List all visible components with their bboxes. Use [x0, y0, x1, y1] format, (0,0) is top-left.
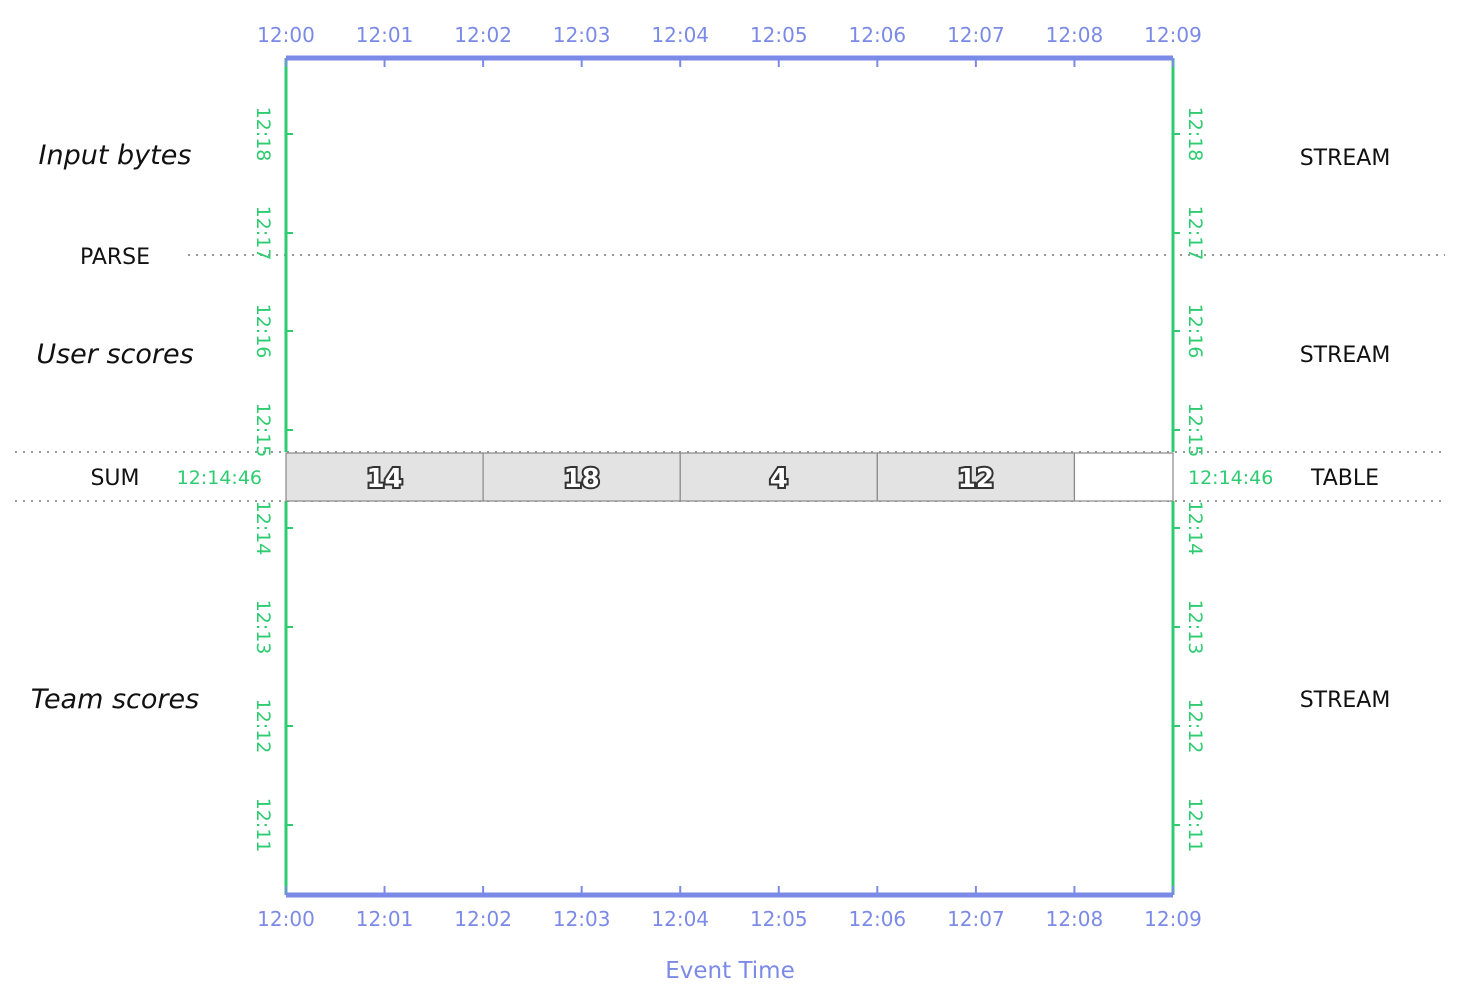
current-processing-time-right: 12:14:46: [1188, 467, 1273, 489]
top-event-time-axis: 12:00 12:01 12:02 12:03 12:04 12:05 12:06 12:07…: [257, 23, 1202, 67]
current-processing-time-left: 12:14:46: [177, 467, 262, 489]
right-processing-time-label: 12:13: [1184, 600, 1206, 655]
left-processing-time-label: 12:14: [252, 501, 274, 556]
left-processing-time-label: 12:11: [252, 798, 274, 853]
type-team-scores-stream: STREAM: [1300, 688, 1391, 713]
bottom-event-time-label: 12:02: [454, 907, 512, 931]
op-sum: SUM: [90, 466, 139, 491]
type-input-stream: STREAM: [1300, 146, 1391, 171]
right-processing-time-label: 12:11: [1184, 798, 1206, 853]
left-processing-time-label: 12:18: [252, 107, 274, 162]
bottom-event-time-label: 12:05: [750, 907, 808, 931]
top-event-time-label: 12:08: [1046, 23, 1104, 47]
stage-user-scores: User scores: [36, 339, 193, 370]
table-cell-value: 14: [366, 464, 402, 494]
right-processing-time-label: 12:14: [1184, 501, 1206, 556]
top-event-time-label: 12:05: [750, 23, 808, 47]
left-processing-time-label: 12:16: [252, 304, 274, 359]
table-cell-value: 12: [958, 464, 994, 494]
table-cell-value: 18: [564, 464, 600, 494]
top-event-time-label: 12:04: [651, 23, 709, 47]
right-processing-time-label: 12:18: [1184, 107, 1206, 162]
stage-team-scores: Team scores: [31, 684, 199, 715]
bottom-event-time-label: 12:08: [1046, 907, 1104, 931]
bottom-event-time-axis: 12:00 12:01 12:02 12:03 12:04 12:05 12:06 12:07…: [257, 886, 1202, 931]
table-cell: [1073, 452, 1174, 502]
top-event-time-label: 12:03: [553, 23, 611, 47]
table-cell: [679, 452, 878, 502]
bottom-event-time-label: 12:07: [947, 907, 1005, 931]
right-processing-time-label: 12:16: [1184, 304, 1206, 359]
sum-table-row: 14 18 4 12: [285, 452, 1174, 502]
table-cell-value: 4: [770, 464, 788, 494]
top-event-time-label: 12:02: [454, 23, 512, 47]
right-processing-time-axis: 12:11 12:12 12:13 12:14 12:15 12:16 12:17 12:18: [1171, 58, 1206, 895]
type-sum-table: TABLE: [1310, 466, 1379, 491]
bottom-event-time-label: 12:00: [257, 907, 315, 931]
stage-input-bytes: Input bytes: [39, 140, 192, 171]
top-event-time-label: 12:09: [1144, 23, 1202, 47]
left-processing-time-axis: 12:11 12:12 12:13 12:14 12:15 12:16 12:17 12:18: [252, 58, 293, 895]
top-event-time-label: 12:07: [947, 23, 1005, 47]
right-processing-time-label: 12:12: [1184, 699, 1206, 754]
left-processing-time-label: 12:17: [252, 206, 274, 261]
bottom-event-time-label: 12:06: [849, 907, 907, 931]
bottom-event-time-label: 12:04: [651, 907, 709, 931]
right-processing-time-label: 12:17: [1184, 206, 1206, 261]
event-time-axis-title: Event Time: [665, 958, 795, 984]
op-parse: PARSE: [80, 245, 150, 270]
top-event-time-label: 12:01: [356, 23, 414, 47]
right-processing-time-label: 12:15: [1184, 403, 1206, 458]
left-processing-time-label: 12:15: [252, 403, 274, 458]
bottom-event-time-label: 12:09: [1144, 907, 1202, 931]
bottom-event-time-label: 12:01: [356, 907, 414, 931]
left-processing-time-label: 12:12: [252, 699, 274, 754]
top-event-time-label: 12:06: [849, 23, 907, 47]
left-processing-time-label: 12:13: [252, 600, 274, 655]
type-user-scores-stream: STREAM: [1300, 343, 1391, 368]
bottom-event-time-label: 12:03: [553, 907, 611, 931]
table-cell: [876, 452, 1076, 502]
top-event-time-label: 12:00: [257, 23, 315, 47]
